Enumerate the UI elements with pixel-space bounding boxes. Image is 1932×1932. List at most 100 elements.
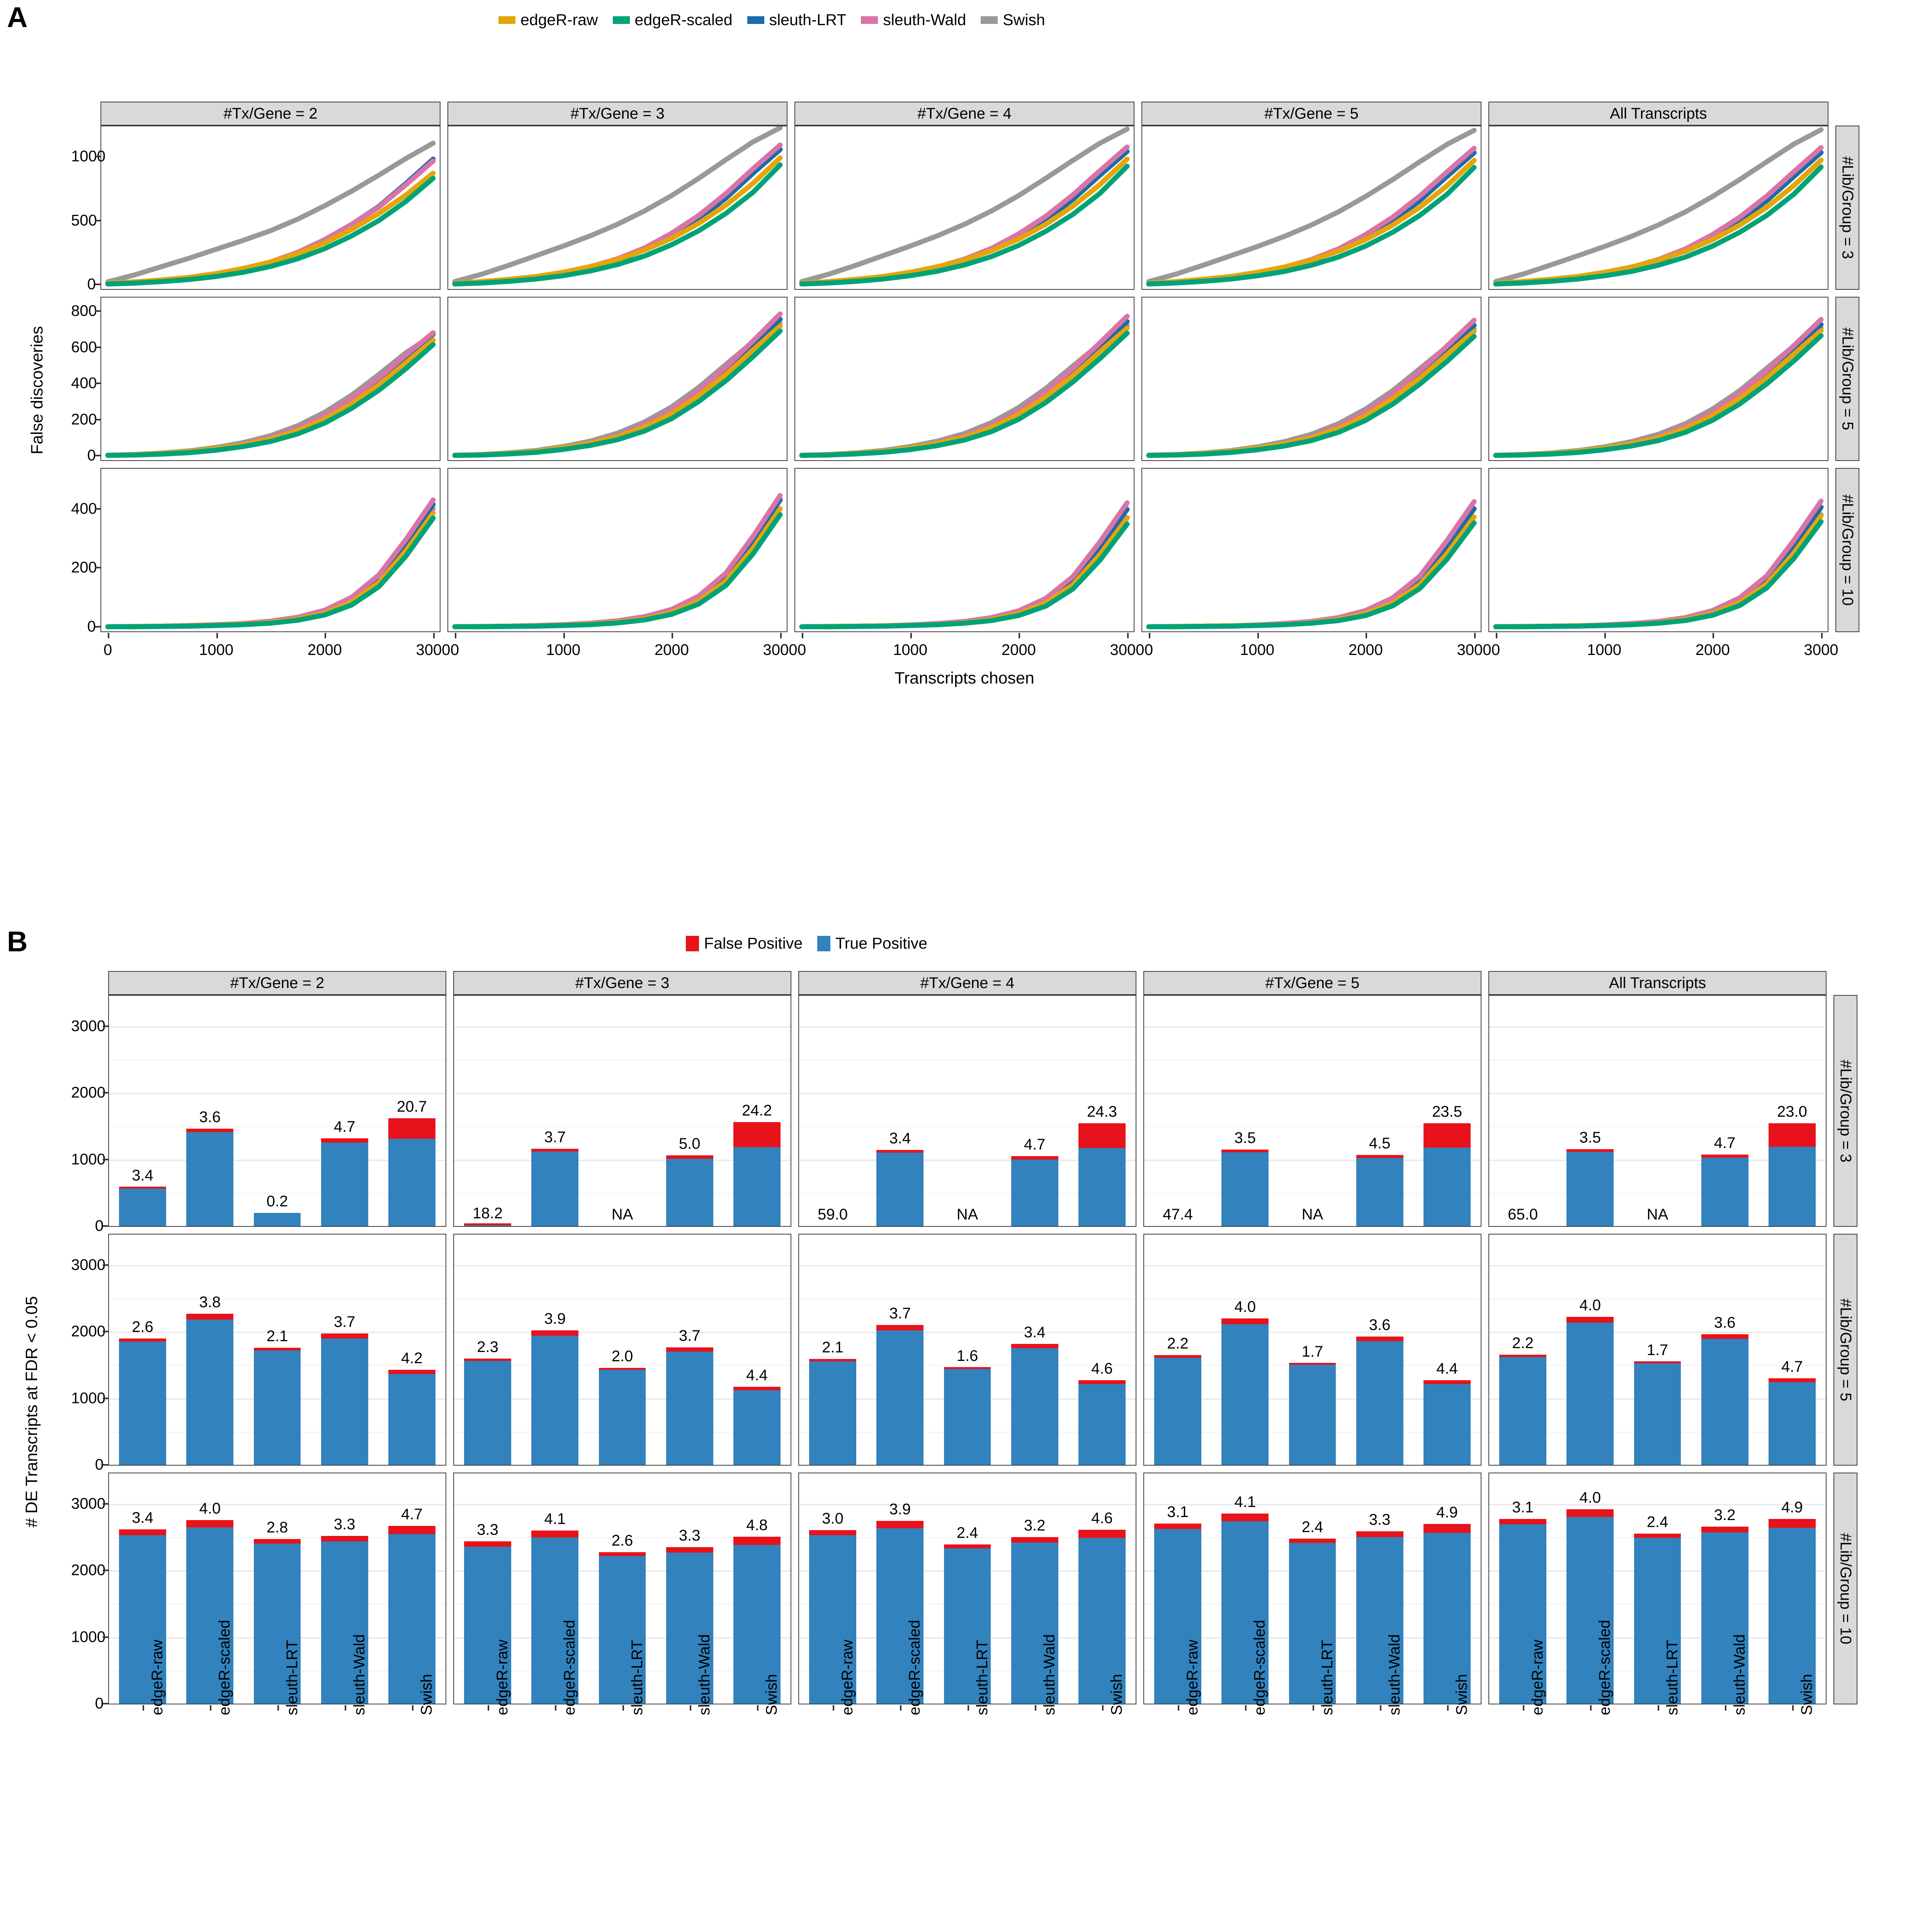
panel-b-xtick-edger-scaled: edgeR-scaled: [906, 1620, 923, 1715]
panel-a-ytickmark-r1-0: [95, 455, 100, 456]
facet-curves-r1-c4: [1493, 317, 1824, 458]
bar-value-label-edger-scaled: 4.0: [1579, 1296, 1601, 1314]
col-strip-3: #Tx/Gene = 5: [1143, 971, 1481, 995]
bar-true-positive: [321, 1541, 368, 1704]
facet-plot-r2-c1: 3.3 4.1 2.6 3.3 4.8: [453, 1473, 791, 1704]
panel-b-ytickmark-r0-0: [103, 1225, 108, 1227]
curve-edger-scaled: [452, 512, 783, 629]
panel-b-xtickmark-c4-1: [1590, 1705, 1592, 1711]
bar-false-positive: [1221, 1149, 1269, 1152]
bar-value-label-sleuth-wald: 3.2: [1714, 1507, 1736, 1524]
panel-b-xtick-swish: Swish: [1798, 1674, 1815, 1715]
bar-edger-raw: [464, 1223, 512, 1226]
bar-value-label-sleuth-lrt: 1.6: [956, 1347, 978, 1364]
bar-value-label-swish: 4.6: [1091, 1510, 1113, 1527]
bar-false-positive: [1634, 1534, 1681, 1538]
bar-true-positive: [809, 1535, 857, 1704]
curve-swish: [105, 140, 436, 284]
bar-true-positive: [1423, 1384, 1471, 1465]
bar-value-label-edger-raw: 3.1: [1512, 1498, 1534, 1516]
panel-a-xtickmark-c4-1: [1604, 633, 1606, 638]
bar-true-positive: [944, 1369, 991, 1465]
bar-true-positive: [1634, 1537, 1681, 1704]
panel-b-xtick-swish: Swish: [763, 1674, 780, 1715]
bar-swish: [1768, 1519, 1816, 1704]
facet-plot-r1-c4: [1488, 297, 1828, 461]
curve-edger-raw: [1493, 328, 1824, 458]
bar-true-positive: [599, 1369, 646, 1465]
bar-swish: [1078, 1380, 1126, 1465]
bar-false-positive: [321, 1333, 368, 1338]
panel-a-xtick-c2-0: 0: [797, 641, 806, 658]
bar-false-positive: [1768, 1378, 1816, 1383]
col-strip-4: All Transcripts: [1488, 102, 1828, 126]
legend-label-false-positive: False Positive: [704, 934, 803, 952]
bar-true-positive: [1154, 1357, 1202, 1465]
gridline-3000: [799, 1503, 1136, 1505]
facet-plot-r2-c3: 3.1 4.1 2.4 3.3 4.9: [1143, 1473, 1481, 1704]
bar-false-positive: [1566, 1509, 1614, 1517]
bar-value-label-swish: 24.3: [1087, 1103, 1117, 1120]
bar-value-label-edger-raw: 59.0: [818, 1206, 848, 1223]
panel-a-xtickmark-c4-3: [1821, 633, 1823, 638]
panel-b-xtickmark-c4-3: [1725, 1705, 1726, 1711]
bar-sleuth-wald: [1356, 1337, 1403, 1465]
bar-false-positive: [464, 1358, 512, 1361]
bar-true-positive: [1701, 1339, 1748, 1465]
legend-swatch-false-positive: [686, 935, 699, 951]
bar-value-label-edger-scaled: 4.0: [1234, 1298, 1256, 1316]
bar-value-label-edger-raw: 18.2: [473, 1205, 503, 1222]
bar-value-label-swish: 4.6: [1091, 1360, 1113, 1378]
panel-a-ytickmark-r0-0: [95, 284, 100, 285]
bar-value-label-edger-scaled: 4.0: [199, 1500, 221, 1517]
bar-true-positive: [464, 1361, 512, 1465]
panel-b-xtickmark-c3-3: [1379, 1705, 1381, 1711]
panel-b-xtick-swish: Swish: [418, 1674, 435, 1715]
panel-a-xtickmark-c2-2: [1019, 633, 1020, 638]
gridline-1000: [1489, 1159, 1826, 1161]
bar-false-positive: [1011, 1537, 1058, 1543]
bar-swish: [388, 1526, 435, 1704]
curve-edger-scaled: [1146, 165, 1477, 287]
gridline-2500: [1144, 1537, 1481, 1539]
bar-false-positive: [1221, 1318, 1269, 1325]
bar-sleuth-lrt: [599, 1367, 646, 1465]
bar-true-positive: [876, 1330, 924, 1465]
bar-sleuth-wald: [321, 1333, 368, 1465]
panel-a-xtickmark-c2-1: [910, 633, 912, 638]
bar-value-label-sleuth-wald: 3.4: [1024, 1323, 1046, 1341]
panel-b-xtick-sleuth-wald: sleuth-Wald: [696, 1634, 713, 1715]
panel-a-xtick-c1-1: 1000: [546, 641, 581, 658]
legend-item-swish: Swish: [981, 11, 1045, 29]
curve-sleuth-wald: [799, 500, 1130, 629]
bar-false-positive: [1078, 1530, 1126, 1538]
panel-b-ytick-r1-2: 2000: [71, 1323, 105, 1340]
bar-value-label-sleuth-wald: 4.7: [1714, 1134, 1736, 1151]
facet-plot-r2-c4: 3.1 4.0 2.4 3.2 4.9: [1488, 1473, 1827, 1704]
panel-b-ytickmark-r2-3: [103, 1503, 108, 1505]
bar-value-label-sleuth-lrt: 0.2: [266, 1193, 288, 1210]
gridline-500: [454, 1192, 791, 1194]
facet-curves-r0-c1: [452, 126, 783, 287]
curve-edger-scaled: [799, 330, 1130, 458]
gridline-2000: [1144, 1093, 1481, 1095]
bar-swish: [733, 1387, 781, 1465]
bar-true-positive: [876, 1152, 924, 1226]
bar-value-label-sleuth-lrt: 2.4: [956, 1524, 978, 1541]
bar-swish: [733, 1122, 781, 1226]
bar-true-positive: [1701, 1532, 1748, 1704]
panel-b-xtickmark-c4-2: [1657, 1705, 1659, 1711]
bar-value-label-sleuth-lrt: 2.1: [266, 1328, 288, 1345]
bar-value-label-edger-scaled: 4.0: [1579, 1489, 1601, 1507]
row-strip-0: #Lib/Group = 3: [1835, 126, 1859, 290]
panel-a-xtick-c3-0: 0: [1144, 641, 1153, 658]
panel-a-ytickmark-r2-0: [95, 626, 100, 628]
bar-true-positive: [1768, 1146, 1816, 1226]
panel-a-ytick-r0-1: 500: [71, 212, 97, 229]
panel-b-ytickmark-r1-3: [103, 1264, 108, 1266]
panel-a-xtick-c3-2: 2000: [1348, 641, 1383, 658]
bar-sleuth-lrt: [944, 1544, 991, 1704]
panel-a-xtickmark-c2-0: [802, 633, 803, 638]
bar-true-positive: [733, 1147, 781, 1226]
panel-a-xtickmark-c1-1: [563, 633, 565, 638]
